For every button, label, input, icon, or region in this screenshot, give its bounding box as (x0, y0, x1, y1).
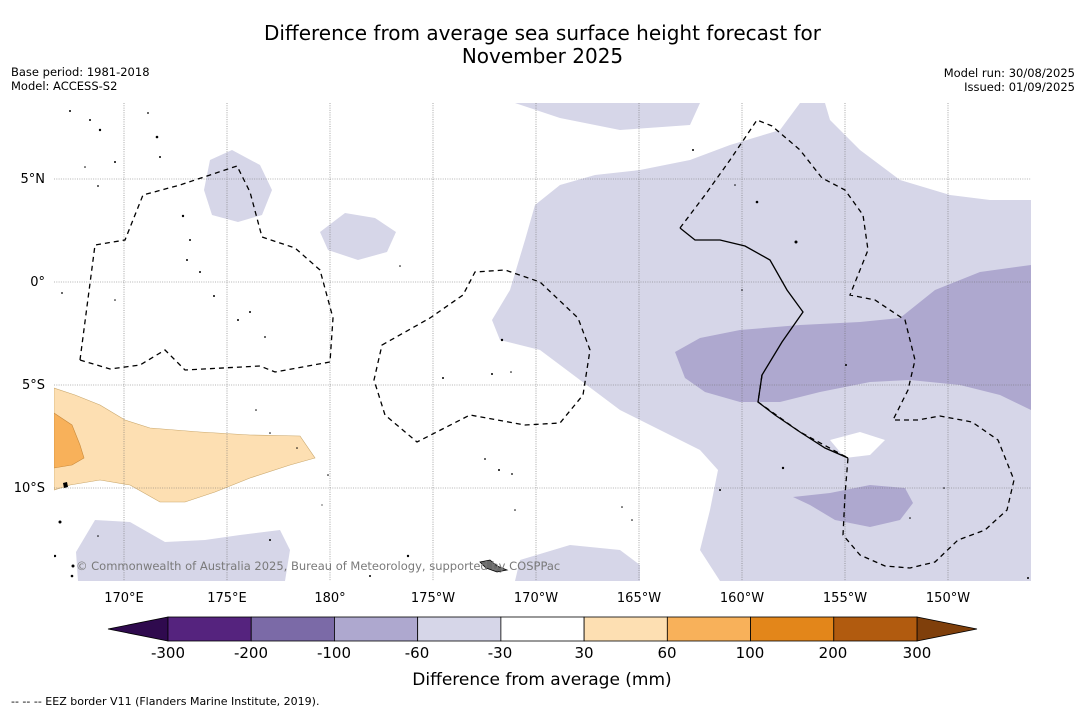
lon-label: 160°W (720, 591, 764, 606)
colorbar-tick: 300 (903, 644, 932, 662)
colorbar: -300 -200 -100 -60 -30 30 60 100 200 300… (107, 616, 978, 690)
issued-date: Issued: 01/09/2025 (964, 80, 1075, 94)
lon-label: 165°W (617, 591, 661, 606)
model-run: Model run: 30/08/2025 (943, 66, 1075, 80)
colorbar-segment (250, 616, 335, 642)
title-line-2: November 2025 (461, 44, 624, 68)
colorbar-tick: -200 (234, 644, 268, 662)
colorbar-segment (167, 616, 252, 642)
title-line-1: Difference from average sea surface heig… (263, 21, 822, 45)
lon-label: 170°W (514, 591, 558, 606)
anomaly-orange (54, 412, 85, 469)
colorbar-segment (750, 616, 835, 642)
island-small (63, 482, 68, 488)
lon-label: 175°W (411, 591, 455, 606)
lon-label: 175°E (207, 591, 247, 606)
island-samoa (479, 559, 509, 573)
colorbar-tick: 100 (736, 644, 765, 662)
lon-label: 170°E (104, 591, 144, 606)
colorbar-segment (583, 616, 668, 642)
lat-labels: 5°N 0° 5°S 10°S (14, 172, 45, 496)
anomaly-medium-purple (675, 265, 1031, 527)
meta-left: Base period: 1981-2018 Model: ACCESS-S2 (11, 65, 150, 93)
page-title: Difference from average sea surface heig… (0, 22, 1085, 68)
lat-label: 0° (30, 275, 45, 290)
lat-label: 10°S (14, 481, 45, 496)
colorbar-tick: -100 (317, 644, 351, 662)
colorbar-segment (833, 616, 918, 642)
colorbar-segment (417, 616, 502, 642)
copyright-text: © Commonwealth of Australia 2025, Bureau… (76, 559, 560, 573)
anomaly-gap (830, 432, 885, 458)
eez-borders (79, 119, 1015, 569)
base-period: Base period: 1981-2018 (11, 65, 150, 79)
lat-label: 5°N (21, 172, 46, 187)
colorbar-under-arrow (107, 616, 169, 642)
colorbar-tick: 30 (574, 644, 593, 662)
colorbar-tick: -300 (151, 644, 185, 662)
colorbar-tick: -60 (405, 644, 430, 662)
meta-right: Model run: 30/08/2025 Issued: 01/09/2025 (944, 66, 1075, 94)
colorbar-tick: 200 (819, 644, 848, 662)
colorbar-segment (500, 616, 585, 642)
lon-label: 155°W (823, 591, 867, 606)
eez-legend: -- -- -- EEZ border V11 (Flanders Marine… (11, 695, 320, 708)
lon-label: 180° (314, 591, 345, 606)
model-name: Model: ACCESS-S2 (11, 79, 118, 93)
islands (54, 110, 1029, 579)
colorbar-tick: -30 (488, 644, 513, 662)
lat-label: 5°S (22, 378, 45, 393)
lon-label: 150°W (926, 591, 970, 606)
lon-labels: 170°E 175°E 180° 175°W 170°W 165°W 160°W… (104, 591, 970, 606)
colorbar-tick: 60 (657, 644, 676, 662)
anomaly-light-orange (54, 387, 316, 503)
colorbar-over-arrow (916, 616, 978, 642)
colorbar-segment (334, 616, 419, 642)
colorbar-segment (666, 616, 751, 642)
map-area (54, 103, 1031, 581)
map-gridlines (54, 103, 1031, 581)
colorbar-label: Difference from average (mm) (412, 670, 671, 690)
